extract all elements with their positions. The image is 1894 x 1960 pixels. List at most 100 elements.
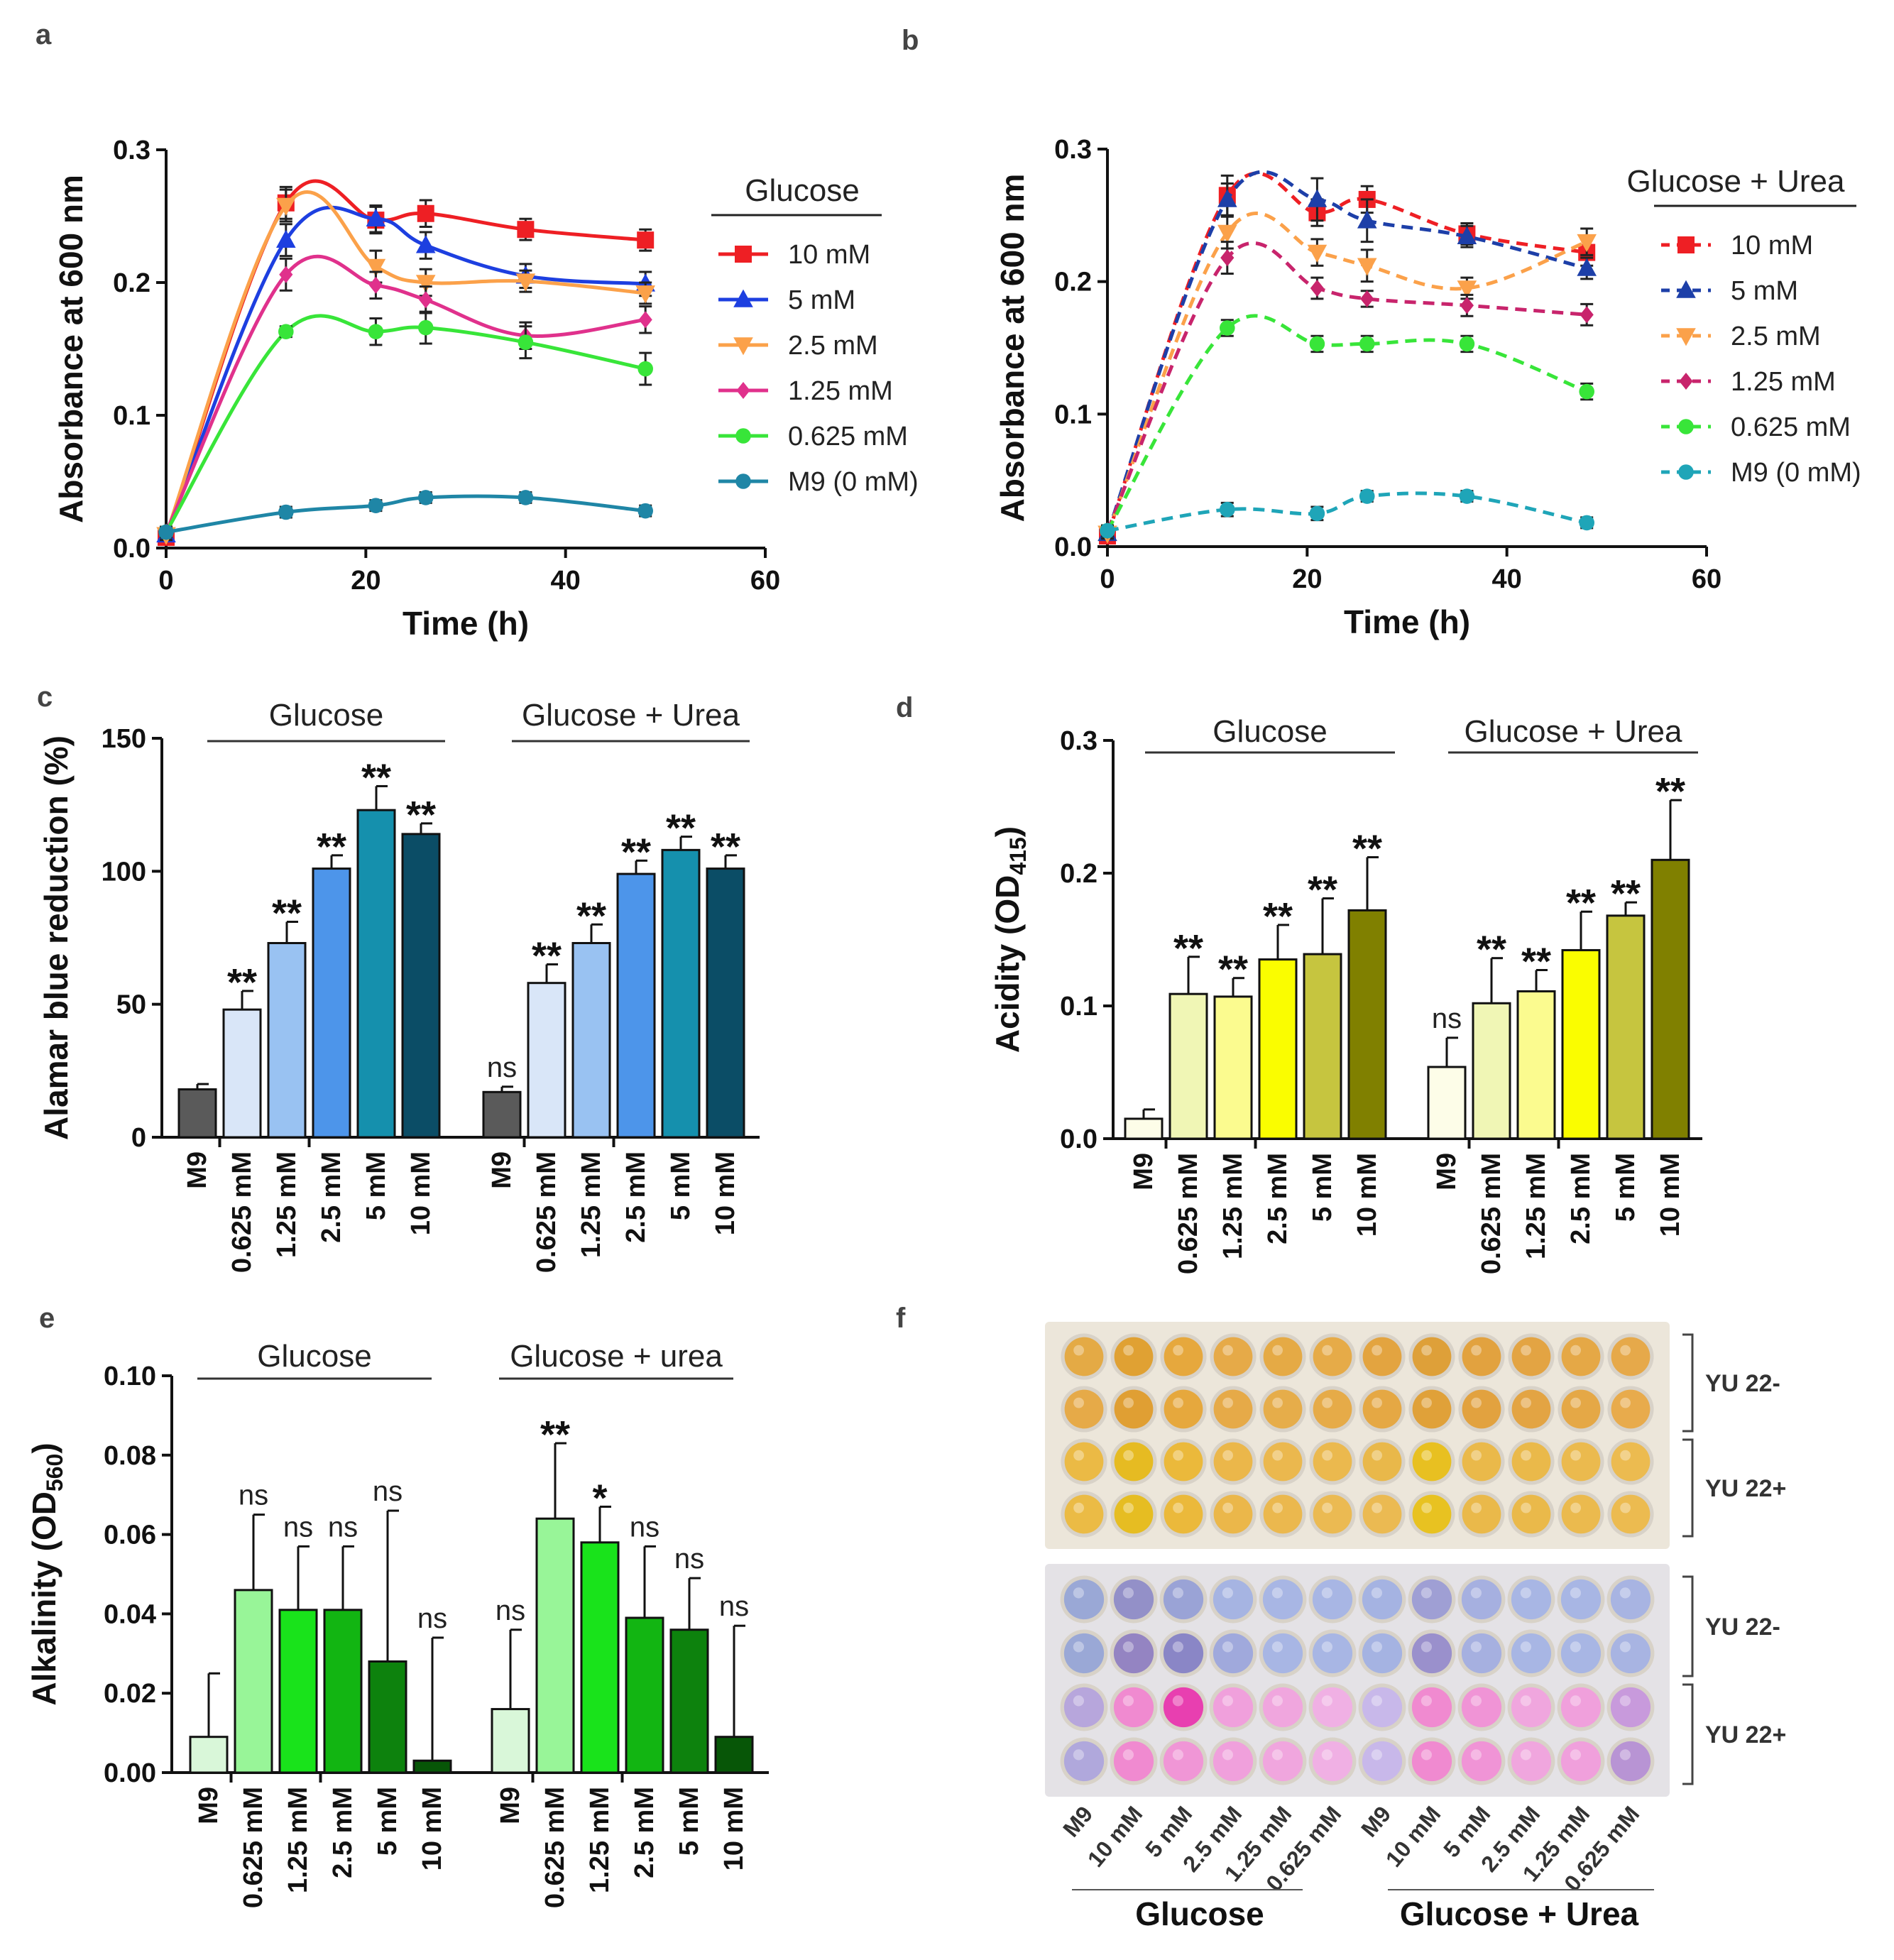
- x-tick-label: 60: [750, 566, 780, 596]
- well-highlight: [1371, 1695, 1382, 1707]
- well-highlight: [1570, 1450, 1582, 1461]
- y-tick-label: 0.3: [113, 136, 150, 165]
- well-highlight: [1521, 1502, 1532, 1513]
- significance-label: **: [227, 961, 257, 1004]
- well: [1511, 1687, 1552, 1728]
- bar-0-625-mm: [234, 1589, 273, 1774]
- data-point: [417, 490, 434, 505]
- significance-label: ns: [630, 1511, 659, 1543]
- y-tick-label: 0.3: [1054, 135, 1092, 165]
- y-axis-title-subscript: 560: [42, 1454, 67, 1491]
- well: [1462, 1389, 1501, 1429]
- well-highlight: [1620, 1450, 1631, 1461]
- well: [1561, 1337, 1601, 1376]
- data-point: [1359, 336, 1375, 352]
- well: [1262, 1741, 1303, 1782]
- bar-m9: [491, 1708, 530, 1774]
- well-highlight: [1372, 1345, 1382, 1356]
- well: [1561, 1442, 1601, 1482]
- well-highlight: [1570, 1749, 1581, 1761]
- well: [1163, 1579, 1204, 1620]
- significance-label: **: [1173, 927, 1203, 970]
- well: [1114, 1494, 1154, 1534]
- bar-m9: [1124, 1117, 1164, 1140]
- well-highlight: [1222, 1397, 1233, 1408]
- well-column-label: 10 mM: [1083, 1801, 1148, 1871]
- group-label: Glucose + Urea: [1465, 714, 1682, 749]
- well-highlight: [1620, 1502, 1631, 1513]
- panel-letter-c: c: [37, 681, 53, 713]
- well-highlight: [1421, 1345, 1432, 1356]
- well: [1412, 1442, 1452, 1482]
- well: [1262, 1633, 1303, 1674]
- x-tick-label: M9: [496, 1787, 525, 1824]
- y-tick-label: 0.1: [1060, 992, 1097, 1022]
- well: [1064, 1337, 1104, 1376]
- well-highlight: [1372, 1502, 1382, 1513]
- series-line-2-5-mm: [1105, 212, 1588, 535]
- well-highlight: [1173, 1397, 1183, 1408]
- well: [1113, 1579, 1154, 1620]
- x-tick-label: 0.625 mM: [532, 1151, 562, 1273]
- y-tick-label: 0.0: [1054, 532, 1092, 562]
- x-tick-label: 1.25 mM: [585, 1787, 615, 1893]
- significance-label: ns: [487, 1052, 517, 1083]
- y-axis-title-main: Acidity (OD: [989, 875, 1026, 1053]
- well-highlight: [1421, 1450, 1432, 1461]
- x-tick-label: 40: [1492, 564, 1522, 594]
- series-m9-0-mm: [1100, 488, 1594, 539]
- significance-label: **: [1611, 872, 1641, 915]
- significance-label: **: [621, 831, 651, 873]
- panel-letter-d: d: [896, 692, 913, 723]
- well-highlight: [1371, 1749, 1382, 1761]
- bar-5-mm: [1606, 914, 1646, 1140]
- panel-letter-f: f: [896, 1303, 906, 1334]
- well-highlight: [1123, 1502, 1134, 1513]
- x-tick-label: 5 mM: [1611, 1153, 1641, 1222]
- well: [1313, 1337, 1352, 1376]
- well: [1461, 1579, 1502, 1620]
- well: [1561, 1389, 1601, 1429]
- data-point: [415, 235, 436, 253]
- data-point: [279, 265, 293, 283]
- y-tick-label: 0.04: [104, 1599, 156, 1629]
- legend-label-2-5-mm: 2.5 mM: [788, 331, 878, 361]
- series-0-625-mm: [158, 310, 653, 540]
- panel-b-line-chart: 0.0 0.1 0.2 0.3 0 20 40 60 Time (h) Absorbance at…: [994, 135, 1861, 640]
- legend-label-m9-0-mm: M9 (0 mM): [1731, 458, 1861, 488]
- plate-bottom: YU 22- YU 22+: [1045, 1564, 1786, 1797]
- well-highlight: [1073, 1502, 1084, 1513]
- well: [1462, 1337, 1501, 1376]
- well-highlight: [1173, 1345, 1183, 1356]
- bar-1-25-mm: [1213, 995, 1253, 1140]
- legend-marker: [1677, 236, 1695, 253]
- data-point: [276, 229, 296, 248]
- legend-label-0-625-mm: 0.625 mM: [1731, 412, 1851, 442]
- legend-marker: [733, 337, 753, 356]
- significance-label: ns: [674, 1543, 704, 1575]
- significance-label: **: [1566, 882, 1596, 924]
- well: [1461, 1741, 1502, 1782]
- bar-0-625-mm: [527, 982, 566, 1139]
- bar-5-mm: [1303, 953, 1342, 1140]
- well: [1511, 1337, 1551, 1376]
- legend-label-1-25-mm: 1.25 mM: [788, 376, 893, 406]
- group-label: Glucose + Urea: [522, 698, 740, 733]
- legend-marker: [733, 289, 753, 307]
- significance-label: **: [1352, 828, 1382, 870]
- well-highlight: [1570, 1641, 1581, 1653]
- y-axis-title: Acidity (OD415): [989, 826, 1031, 1053]
- y-tick-label: 0.3: [1060, 726, 1097, 756]
- panel-d-bar-chart: 0.0 0.1 0.2 0.3 Acidity (OD415) Glucose M9 ** 0.…: [989, 714, 1702, 1274]
- data-point: [419, 291, 433, 309]
- well-highlight: [1321, 1587, 1332, 1599]
- x-tick-label: 0.625 mM: [540, 1787, 570, 1908]
- well: [1611, 1337, 1651, 1376]
- series-2-5-mm: [1097, 212, 1597, 544]
- well-highlight: [1620, 1345, 1631, 1356]
- data-point: [1460, 297, 1474, 314]
- y-tick-label: 0.08: [104, 1441, 156, 1471]
- well-highlight: [1619, 1587, 1631, 1599]
- x-tick-label: 20: [1292, 564, 1322, 594]
- legend-title: Glucose + Urea: [1627, 164, 1845, 199]
